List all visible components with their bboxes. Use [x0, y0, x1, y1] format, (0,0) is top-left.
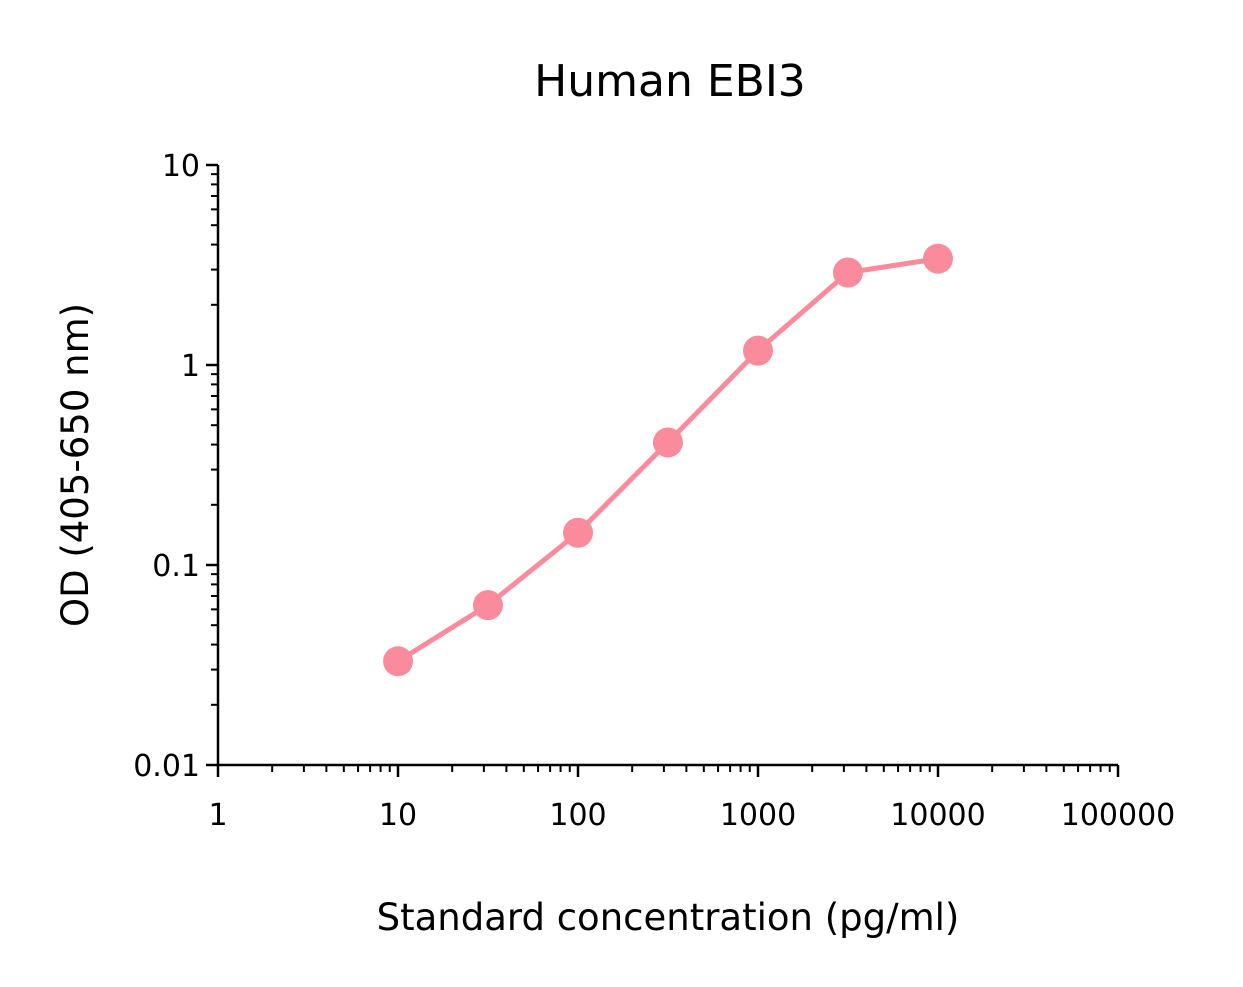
data-point	[563, 517, 593, 548]
x-tick-label: 100000	[1061, 798, 1176, 833]
y-tick-label: 10	[162, 149, 200, 184]
data-point	[472, 590, 503, 621]
data-point	[832, 257, 863, 288]
x-axis-label: Standard concentration (pg/ml)	[377, 896, 960, 939]
x-tick-label: 10000	[890, 798, 985, 833]
data-point	[923, 243, 953, 274]
x-tick-label: 1	[208, 798, 227, 833]
axes: 1 10 100 1000 10000 100000 0.01 0.1 1 10	[133, 149, 1175, 833]
chart-title: Human EBI3	[534, 56, 806, 107]
y-axis-label: OD (405-650 nm)	[54, 303, 97, 627]
y-tick-label: 0.01	[133, 749, 200, 784]
x-tick-label: 10	[379, 798, 417, 833]
data-point	[743, 335, 773, 366]
y-tick-label: 0.1	[152, 549, 200, 584]
data-point	[652, 427, 683, 458]
x-tick-label: 1000	[720, 798, 796, 833]
y-tick-label: 1	[181, 349, 200, 384]
plot-area	[383, 243, 953, 677]
data-point	[383, 646, 413, 677]
x-tick-label: 100	[549, 798, 606, 833]
